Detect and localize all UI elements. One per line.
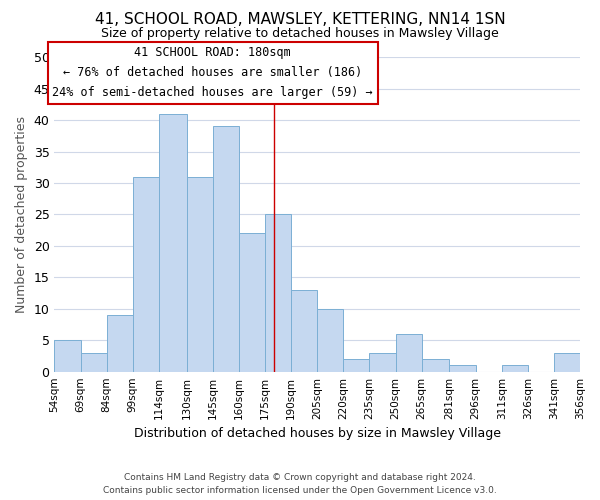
Bar bbox=[55, 340, 80, 372]
Text: Size of property relative to detached houses in Mawsley Village: Size of property relative to detached ho… bbox=[101, 28, 499, 40]
Bar bbox=[502, 366, 528, 372]
Bar bbox=[343, 359, 370, 372]
Text: Contains HM Land Registry data © Crown copyright and database right 2024.
Contai: Contains HM Land Registry data © Crown c… bbox=[103, 473, 497, 495]
Bar bbox=[239, 234, 265, 372]
Bar bbox=[213, 126, 239, 372]
Y-axis label: Number of detached properties: Number of detached properties bbox=[15, 116, 28, 313]
Text: 41 SCHOOL ROAD: 180sqm
← 76% of detached houses are smaller (186)
24% of semi-de: 41 SCHOOL ROAD: 180sqm ← 76% of detached… bbox=[52, 46, 373, 100]
Bar bbox=[291, 290, 317, 372]
Bar bbox=[187, 176, 213, 372]
Bar bbox=[395, 334, 422, 372]
Bar bbox=[317, 309, 343, 372]
Bar bbox=[80, 353, 107, 372]
Text: 41, SCHOOL ROAD, MAWSLEY, KETTERING, NN14 1SN: 41, SCHOOL ROAD, MAWSLEY, KETTERING, NN1… bbox=[95, 12, 505, 28]
Bar bbox=[554, 353, 580, 372]
Bar bbox=[449, 366, 476, 372]
Bar bbox=[107, 315, 133, 372]
Bar bbox=[133, 176, 159, 372]
Bar bbox=[370, 353, 395, 372]
Bar bbox=[265, 214, 291, 372]
X-axis label: Distribution of detached houses by size in Mawsley Village: Distribution of detached houses by size … bbox=[134, 427, 501, 440]
Bar bbox=[159, 114, 187, 372]
Bar bbox=[422, 359, 449, 372]
